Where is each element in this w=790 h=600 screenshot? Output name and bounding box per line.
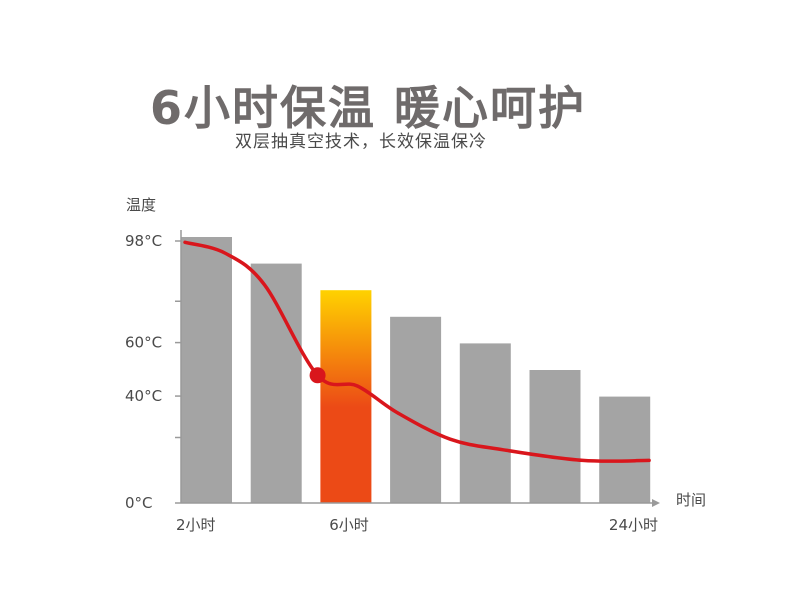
bar bbox=[250, 263, 302, 503]
bar bbox=[390, 316, 442, 503]
y-tick-label: 98°C bbox=[125, 232, 162, 250]
curve-marker-point bbox=[309, 367, 326, 384]
y-tick-label: 0°C bbox=[125, 494, 153, 512]
bar bbox=[459, 343, 511, 503]
x-tick-label: 24小时 bbox=[609, 516, 658, 534]
x-axis-arrow bbox=[652, 499, 660, 507]
bar bbox=[181, 237, 232, 503]
x-tick-label: 2小时 bbox=[176, 516, 216, 534]
y-axis-label: 温度 bbox=[126, 196, 156, 214]
x-axis-label: 时间 bbox=[676, 491, 706, 509]
bar bbox=[599, 396, 651, 503]
temperature-curve bbox=[183, 240, 651, 463]
y-tick-label: 40°C bbox=[125, 387, 162, 405]
x-tick-label: 6小时 bbox=[329, 516, 369, 534]
bar bbox=[529, 370, 581, 503]
page-title: 6小时保温 暖心呵护 bbox=[150, 81, 587, 135]
y-tick-label: 60°C bbox=[125, 334, 162, 352]
page-subtitle: 双层抽真空技术，长效保温保冷 bbox=[235, 132, 487, 152]
bar-highlight bbox=[320, 290, 372, 503]
